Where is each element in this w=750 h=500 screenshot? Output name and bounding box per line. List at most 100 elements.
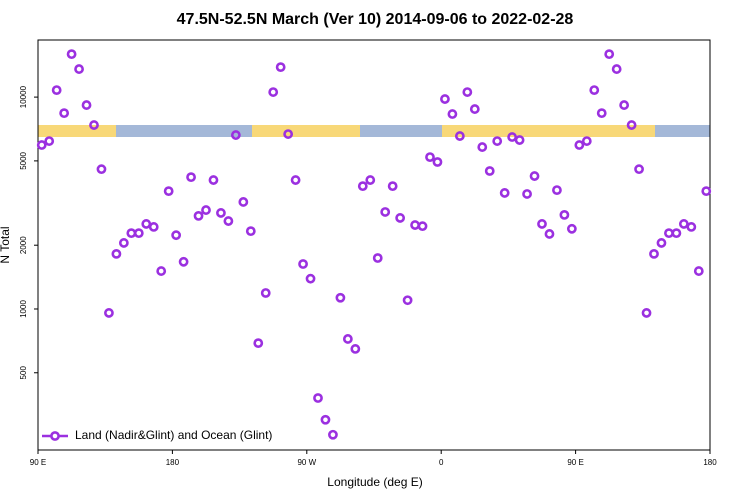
y-tick-label: 10000 xyxy=(19,85,28,108)
point xyxy=(581,136,592,146)
point xyxy=(148,222,159,232)
land-ocean-strip xyxy=(38,125,710,137)
point xyxy=(44,136,55,146)
point xyxy=(477,142,488,152)
point xyxy=(365,175,376,185)
point xyxy=(671,228,682,239)
point xyxy=(305,273,316,284)
point xyxy=(372,253,383,263)
point xyxy=(626,120,637,130)
point xyxy=(74,64,84,74)
point xyxy=(141,219,152,229)
point xyxy=(529,171,540,181)
point xyxy=(589,85,600,96)
x-tick-label: 0 xyxy=(439,458,444,467)
point xyxy=(66,49,77,60)
point xyxy=(678,219,689,229)
y-tick-label: 1000 xyxy=(19,300,28,318)
point xyxy=(133,228,144,239)
point xyxy=(552,185,562,195)
point xyxy=(342,334,353,344)
y-tick-label: 2000 xyxy=(19,236,28,254)
point xyxy=(283,129,294,139)
chart-title: 47.5N-52.5N March (Ver 10) 2014-09-06 to… xyxy=(177,11,574,28)
point xyxy=(193,210,204,221)
point xyxy=(469,104,480,114)
point xyxy=(268,87,279,97)
point xyxy=(499,188,510,198)
point xyxy=(484,166,495,176)
point xyxy=(208,175,219,185)
point xyxy=(328,429,338,440)
point xyxy=(178,256,189,267)
point xyxy=(81,100,92,110)
point xyxy=(126,228,137,239)
point xyxy=(522,189,532,199)
point xyxy=(275,62,286,73)
x-tick-label: 180 xyxy=(166,458,180,467)
point xyxy=(163,186,174,197)
point xyxy=(253,338,264,349)
point xyxy=(574,140,585,150)
point xyxy=(238,197,249,207)
point xyxy=(462,87,473,97)
point xyxy=(201,205,211,215)
point xyxy=(223,216,234,226)
x-axis-label: Longitude (deg E) xyxy=(327,475,422,489)
point xyxy=(559,210,570,220)
plot-frame xyxy=(37,39,711,451)
point xyxy=(89,120,99,130)
point xyxy=(454,131,465,141)
point xyxy=(380,207,391,217)
point xyxy=(171,230,182,241)
y-tick-label: 5000 xyxy=(19,151,28,169)
point xyxy=(604,49,615,60)
y-axis-label: N Total xyxy=(0,226,12,263)
x-tick-label: 90 E xyxy=(30,458,46,467)
point xyxy=(417,221,428,232)
point xyxy=(410,220,420,230)
point xyxy=(447,109,458,119)
point xyxy=(537,219,547,229)
point xyxy=(566,223,577,234)
point xyxy=(686,222,697,232)
point xyxy=(335,292,346,303)
point xyxy=(186,172,196,183)
point xyxy=(245,226,256,237)
point xyxy=(230,130,241,140)
point xyxy=(320,414,331,425)
point xyxy=(216,208,226,218)
point xyxy=(611,64,622,74)
legend-marker xyxy=(50,431,60,441)
point xyxy=(357,181,368,192)
point xyxy=(514,135,525,145)
x-tick-label: 90 W xyxy=(297,458,316,467)
x-tick-label: 90 E xyxy=(567,458,583,467)
point xyxy=(432,157,443,167)
point xyxy=(641,308,652,318)
point xyxy=(656,238,667,248)
x-tick-label: 180 xyxy=(703,458,717,467)
point xyxy=(118,238,129,248)
point xyxy=(395,213,406,223)
point xyxy=(111,248,122,259)
point xyxy=(387,181,398,192)
point xyxy=(507,132,518,142)
y-tick-label: 500 xyxy=(19,366,28,380)
point xyxy=(492,136,503,146)
point xyxy=(440,94,450,104)
point xyxy=(298,259,308,269)
point xyxy=(260,288,271,298)
point xyxy=(544,229,555,239)
point xyxy=(701,186,712,197)
point xyxy=(51,85,62,96)
point xyxy=(313,393,323,403)
point xyxy=(350,344,361,354)
point xyxy=(634,164,644,175)
point xyxy=(104,308,114,318)
point xyxy=(664,228,674,239)
point xyxy=(96,164,107,175)
point xyxy=(649,248,659,259)
legend-label: Land (Nadir&Glint) and Ocean (Glint) xyxy=(75,428,272,442)
